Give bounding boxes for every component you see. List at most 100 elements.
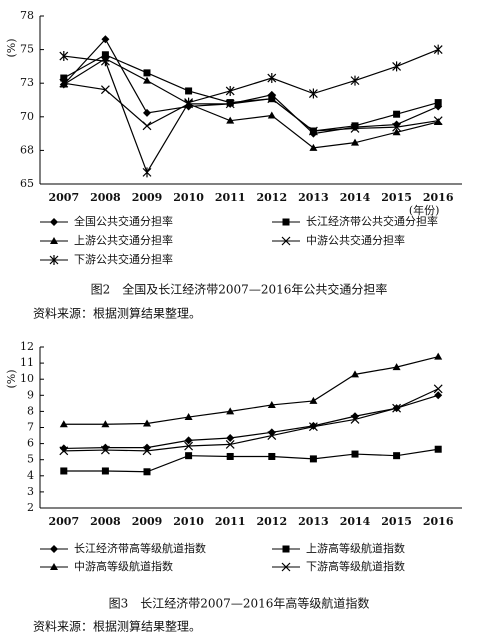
y-tick-label: 6: [27, 437, 34, 450]
series-line: [63, 448, 439, 473]
data-point: [267, 73, 277, 84]
data-point: [393, 452, 401, 460]
x-tick-label: 2010: [173, 191, 204, 204]
y-axis-label: (%): [5, 38, 18, 57]
source-note: 资料来源：根据测算结果整理。: [33, 619, 201, 634]
data-point: [60, 74, 68, 82]
y-tick-label: 10: [20, 372, 34, 385]
y-axis-label: (%): [5, 369, 18, 388]
legend-label: 长江经济带公共交通分担率: [306, 214, 438, 228]
data-point: [142, 446, 152, 456]
series-line: [63, 356, 439, 425]
x-tick-label: 2010: [173, 515, 204, 528]
data-point: [267, 94, 277, 104]
data-point: [226, 99, 234, 107]
legend-label: 全国公共交通分担率: [74, 214, 173, 228]
data-point: [100, 85, 110, 95]
data-point: [184, 413, 193, 421]
data-point: [59, 51, 69, 62]
data-point: [392, 122, 402, 132]
series-line: [63, 49, 439, 174]
data-point: [225, 85, 235, 96]
data-point: [226, 452, 234, 460]
legend-marker: [49, 255, 59, 265]
data-point: [101, 420, 110, 428]
data-point: [392, 128, 401, 136]
data-point: [101, 467, 109, 475]
x-tick-label: 2007: [48, 191, 79, 204]
data-point: [433, 384, 443, 394]
data-point: [267, 111, 276, 119]
data-point: [184, 97, 194, 108]
series-line: [63, 82, 439, 132]
data-point: [226, 407, 235, 415]
data-point: [392, 403, 402, 413]
x-tick-label: 2008: [90, 515, 121, 528]
x-tick-label: 2012: [256, 191, 287, 204]
x-tick-label: 2008: [90, 191, 121, 204]
x-tick-label: 2013: [298, 515, 329, 528]
data-point: [59, 444, 68, 453]
x-tick-label: 2015: [381, 191, 412, 204]
data-point: [309, 396, 318, 404]
data-point: [143, 419, 151, 427]
y-tick-label: 8: [27, 404, 34, 417]
y-tick-label: 73: [20, 76, 34, 89]
legend-marker: [282, 545, 290, 553]
data-point: [184, 441, 194, 451]
x-tick-label: 2014: [340, 515, 371, 528]
data-point: [143, 468, 151, 476]
data-point: [59, 420, 68, 428]
x-tick-label: 2007: [48, 515, 79, 528]
y-tick-label: 7: [27, 421, 34, 434]
x-tick-label: 2016: [423, 191, 454, 204]
y-tick-label: 75: [20, 43, 34, 56]
data-point: [351, 370, 359, 378]
legend-marker: [50, 218, 58, 226]
data-point: [143, 108, 151, 117]
x-tick-label: 2013: [298, 191, 329, 204]
data-point: [267, 400, 276, 408]
data-point: [351, 138, 359, 146]
data-point: [100, 445, 110, 455]
data-point: [142, 167, 152, 178]
data-point: [434, 391, 443, 400]
data-point: [392, 61, 402, 72]
x-tick-label: 2014: [340, 191, 371, 204]
data-point: [100, 56, 110, 67]
legend-marker: [282, 218, 290, 226]
data-point: [433, 116, 443, 126]
data-point: [226, 116, 235, 124]
figure-caption: 图2 全国及长江经济带2007—2016年公共交通分担率: [91, 282, 388, 297]
source-note: 资料来源：根据测算结果整理。: [33, 306, 201, 321]
data-point: [434, 352, 443, 360]
series-line: [63, 38, 439, 135]
x-axis-label: (年份): [409, 203, 440, 217]
data-point: [60, 467, 68, 475]
legend-marker: [50, 563, 58, 570]
x-tick-label: 2016: [423, 515, 454, 528]
y-tick-label: 5: [27, 453, 34, 466]
data-point: [143, 69, 151, 77]
x-tick-label: 2012: [256, 515, 287, 528]
data-point: [351, 122, 359, 130]
data-point: [309, 143, 318, 151]
legend-label: 中游高等级航道指数: [74, 559, 173, 573]
legend-label: 下游公共交通分担率: [74, 252, 173, 266]
data-point: [185, 452, 193, 460]
legend-label: 上游高等级航道指数: [306, 541, 405, 555]
y-tick-label: 9: [27, 388, 34, 401]
data-point: [393, 110, 401, 118]
data-point: [142, 121, 152, 131]
data-point: [434, 445, 442, 453]
legend-label: 长江经济带高等级航道指数: [74, 541, 206, 555]
data-point: [225, 439, 235, 449]
data-point: [308, 422, 318, 432]
data-point: [392, 363, 401, 371]
data-point: [267, 431, 277, 440]
legend-label: 下游高等级航道指数: [306, 559, 405, 573]
x-tick-label: 2011: [215, 191, 246, 204]
data-point: [433, 44, 443, 55]
y-tick-label: 70: [20, 110, 34, 123]
